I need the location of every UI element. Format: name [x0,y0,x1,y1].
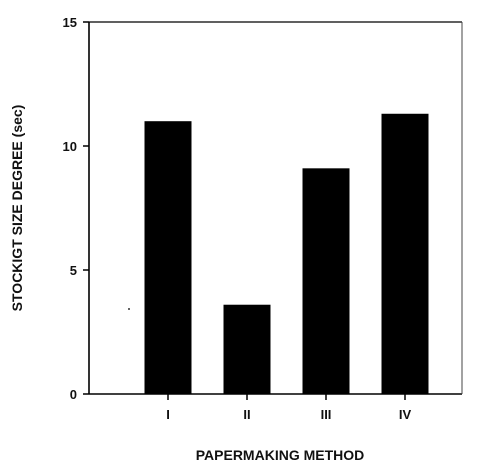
bar-I [144,121,192,394]
y-tick-label: 5 [70,263,77,278]
bars [144,113,429,394]
x-axis-label: PAPERMAKING METHOD [196,447,365,463]
bar-IV [381,113,429,394]
bar-III [302,168,350,394]
y-tick-label: 10 [63,139,77,154]
x-tick-label: I [166,407,170,422]
y-tick-label: 15 [63,15,77,30]
y-axis-ticks: 0 5 10 15 [63,15,89,402]
x-tick-label: II [243,407,250,422]
x-axis-ticks: I II III IV [166,394,411,422]
x-tick-label: IV [399,407,412,422]
x-tick-label: III [321,407,332,422]
y-tick-label: 0 [70,387,77,402]
y-axis-label: STOCKIGT SIZE DEGREE (sec) [9,105,25,312]
bar-II [223,304,271,394]
stray-dot [128,308,130,310]
